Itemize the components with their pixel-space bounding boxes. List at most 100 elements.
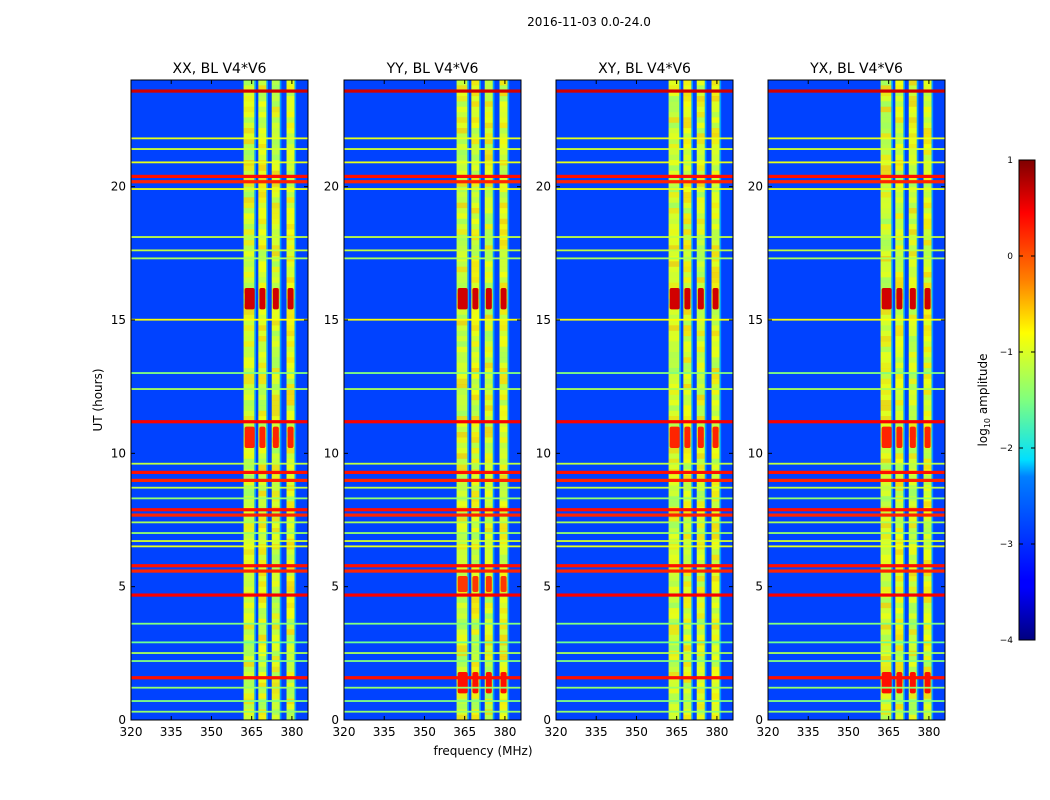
rfi-cell: [484, 320, 493, 326]
rfi-cell: [499, 501, 508, 507]
rfi-cell: [243, 474, 256, 481]
rfi-cell: [286, 272, 295, 278]
rfi-cell: [258, 122, 267, 129]
rfi-cell: [286, 170, 295, 177]
rfi-cell: [499, 272, 508, 278]
rfi-cell: [271, 336, 280, 342]
rfi-cell: [258, 325, 267, 331]
rfi-cell: [456, 645, 469, 651]
rfi-cell: [258, 389, 267, 395]
rfi-cell: [271, 250, 280, 257]
rfi-cell: [456, 309, 469, 315]
rfi-cell: [286, 688, 295, 694]
time-flag-line: [131, 532, 308, 534]
rfi-cell: [456, 218, 469, 225]
rfi-cell: [471, 106, 480, 113]
rfi-cell: [271, 448, 280, 454]
rfi-cell: [271, 634, 280, 641]
rfi-cell: [499, 170, 508, 177]
rfi-cell: [499, 426, 508, 433]
rfi-cell: [456, 80, 469, 86]
rfi-cell: [286, 165, 295, 171]
rfi-cell: [471, 378, 480, 385]
rfi-cell: [243, 138, 256, 145]
rfi-cell: [286, 309, 295, 315]
rfi-cell: [499, 261, 508, 267]
time-flag-line: [344, 532, 521, 534]
rfi-cell: [471, 213, 480, 219]
figure-title: 2016-11-03 0.0-24.0: [527, 15, 651, 29]
rfi-cell: [484, 336, 493, 342]
rfi-cell: [499, 90, 508, 97]
rfi-cell: [271, 704, 280, 710]
rfi-cell: [271, 213, 280, 219]
rfi-cell: [499, 112, 508, 118]
rfi-cell: [456, 170, 469, 177]
time-flag-line: [131, 497, 308, 500]
rfi-cell: [484, 266, 493, 273]
time-flag-line: [131, 686, 308, 689]
time-flag-line: [131, 318, 308, 321]
rfi-cell: [484, 362, 493, 369]
rfi-cell: [471, 154, 480, 161]
rfi-cell: [484, 181, 493, 187]
panel-xx: XX, BL V4*V6 320 335 350 365 380 0 5 10 15 20: [111, 61, 309, 739]
y-tick-label: 15: [111, 313, 126, 327]
rfi-cell: [499, 309, 508, 315]
time-flag-line: [131, 249, 308, 252]
rfi-cell: [286, 421, 295, 427]
rfi-cell: [471, 522, 480, 529]
rfi-cell: [456, 341, 469, 347]
rfi-cell: [499, 133, 508, 139]
rfi-cell: [471, 192, 480, 198]
time-flag-line: [344, 569, 521, 573]
rfi-cell: [286, 458, 295, 465]
rfi-cell: [286, 149, 295, 155]
rfi-cell: [271, 394, 280, 401]
rfi-cell: [499, 229, 508, 235]
rfi-cell: [286, 378, 295, 385]
rfi-cell: [286, 330, 295, 337]
rfi-cell: [499, 384, 508, 390]
rfi-cell: [499, 549, 508, 555]
rfi-cell: [271, 128, 280, 134]
rfi-cell: [484, 144, 493, 150]
time-flag-line: [344, 372, 521, 374]
rfi-cell: [499, 613, 508, 619]
rfi-cell: [286, 101, 295, 107]
rfi-cell: [258, 693, 267, 699]
time-flag-line: [344, 641, 521, 644]
time-flag-line: [131, 593, 308, 597]
rfi-cell: [471, 112, 480, 118]
rfi-cell: [456, 96, 469, 102]
rfi-cell: [499, 122, 508, 129]
rfi-cell: [286, 128, 295, 134]
rfi-cell: [499, 480, 508, 486]
rfi-cell: [258, 490, 267, 497]
rfi-cell: [471, 170, 480, 177]
rfi-burst: [485, 576, 492, 592]
rfi-cell: [499, 522, 508, 529]
rfi-cell: [243, 208, 256, 214]
rfi-cell: [243, 581, 256, 587]
rfi-cell: [258, 384, 267, 390]
rfi-cell: [484, 352, 493, 358]
rfi-cell: [456, 154, 469, 161]
rfi-cell: [258, 181, 267, 187]
rfi-cell: [258, 560, 267, 566]
rfi-cell: [258, 277, 267, 283]
rfi-cell: [243, 693, 256, 699]
time-flag-line: [131, 540, 308, 542]
rfi-cell: [484, 554, 493, 561]
rfi-cell: [456, 528, 469, 534]
rfi-cell: [271, 656, 280, 662]
rfi-cell: [271, 389, 280, 395]
rfi-cell: [243, 490, 256, 497]
rfi-cell: [271, 80, 280, 86]
rfi-cell: [243, 90, 256, 97]
rfi-cell: [271, 682, 280, 689]
channel-gap: [279, 80, 282, 720]
y-tick-label: 15: [324, 313, 339, 327]
rfi-cell: [456, 629, 469, 635]
